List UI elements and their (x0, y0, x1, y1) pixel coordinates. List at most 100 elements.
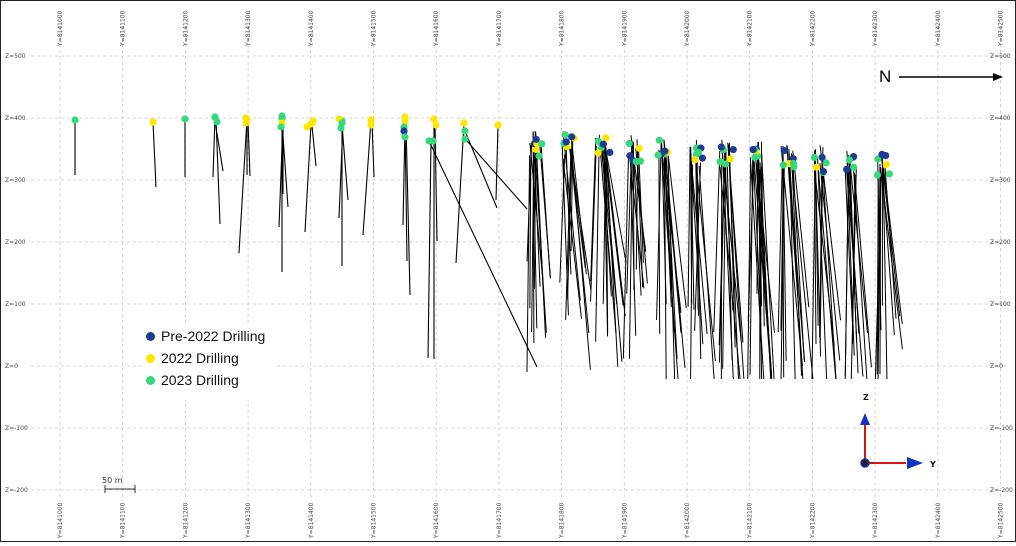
drill-collar (494, 121, 501, 128)
drill-collar (460, 119, 467, 126)
scale-label: 50 m (102, 476, 123, 485)
triad-y-label: Y (929, 460, 936, 469)
drill-trace (571, 134, 586, 274)
drill-collar (820, 168, 827, 175)
y-tick-label-bottom: Y=8141100 (120, 502, 127, 539)
drill-collar (461, 135, 468, 142)
z-tick-label-left: Z=400 (5, 115, 26, 122)
drill-collar (429, 137, 436, 144)
drill-trace (591, 146, 597, 302)
z-tick-label-right: Z=200 (990, 239, 1011, 246)
drill2023-dot-icon (146, 376, 155, 385)
legend-item-2022: 2022 Drilling (144, 347, 274, 369)
z-tick-label-left: Z=100 (5, 301, 26, 308)
triad-z-label: Z (863, 393, 869, 402)
drill-collar (883, 161, 890, 168)
drill-trace (591, 138, 596, 281)
y-tick-label-bottom: Y=8141600 (433, 502, 440, 539)
z-tick-label-right: Z=500 (990, 53, 1011, 60)
drill-collar (401, 133, 408, 140)
y-tick-label-bottom: Y=8141900 (621, 502, 628, 539)
drill-collar (538, 140, 545, 147)
drill-trace (527, 155, 530, 372)
drill-trace (428, 141, 431, 358)
drill-trace (456, 123, 464, 263)
y-tick-label-top: Y=8141500 (371, 10, 378, 47)
drill-trace (213, 117, 215, 177)
y-tick-label-bottom: Y=8142300 (872, 502, 879, 539)
drill-collar (626, 140, 633, 147)
drill-trace (305, 124, 311, 232)
drill-collar (718, 143, 725, 150)
y-tick-label-bottom: Y=8141400 (308, 502, 315, 539)
z-tick-label-right: Z=0 (990, 363, 1003, 370)
z-tick-label-left: Z=-100 (5, 425, 28, 432)
y-tick-label-top: Y=8142500 (998, 10, 1005, 47)
z-tick-label-left: Z=200 (5, 239, 26, 246)
y-tick-label-bottom: Y=8141500 (371, 502, 378, 539)
z-tick-label-right: Z=100 (990, 301, 1011, 308)
drill-trace (757, 150, 772, 379)
drill-trace (596, 135, 600, 342)
drill-collar (303, 123, 310, 130)
drill-collar (822, 159, 829, 166)
y-tick-label-top: Y=8142100 (747, 10, 754, 47)
drill-collar (636, 145, 643, 152)
legend-label-2022: 2022 Drilling (161, 350, 239, 366)
y-tick-label-top: Y=8142300 (872, 10, 879, 47)
z-tick-label-right: Z=-100 (990, 425, 1013, 432)
drill-collar (751, 154, 758, 161)
drill-collar (149, 118, 156, 125)
drill-collar (277, 123, 284, 130)
drill-collar (242, 119, 249, 126)
drill-trace (885, 166, 896, 319)
drill-collar (654, 151, 661, 158)
y-tick-label-top: Y=8141600 (433, 10, 440, 47)
drill-trace (216, 119, 220, 224)
y-tick-label-top: Y=8141700 (496, 10, 503, 47)
y-tick-label-bottom: Y=8142000 (684, 502, 691, 539)
drill-trace (820, 163, 840, 360)
y-tick-label-top: Y=8141100 (120, 10, 127, 47)
y-tick-label-bottom: Y=8142200 (809, 502, 816, 539)
drill-trace (239, 119, 247, 253)
drill-collar (595, 149, 602, 156)
axis-triad: Z Y (860, 393, 936, 469)
y-tick-label-bottom: Y=8142100 (747, 502, 754, 539)
y-tick-label-bottom: Y=8141700 (496, 502, 503, 539)
drill-collar (781, 147, 788, 154)
legend-label-2023: 2023 Drilling (161, 372, 239, 388)
north-letter: N (879, 67, 891, 87)
y-tick-label-bottom: Y=8141200 (182, 502, 189, 539)
z-tick-label-left: Z=500 (5, 53, 26, 60)
drill-trace (363, 120, 371, 235)
z-tick-label-right: Z=300 (990, 177, 1011, 184)
legend-label-pre2022: Pre-2022 Drilling (161, 328, 265, 344)
drill-collar (780, 161, 787, 168)
drill-trace (566, 149, 571, 320)
drill-collar (533, 136, 540, 143)
y-tick-label-top: Y=8141300 (245, 10, 252, 47)
drill-collar (562, 131, 569, 138)
drill-collar (811, 154, 818, 161)
drill-collar (606, 149, 613, 156)
z-tick-label-left: Z=-200 (5, 487, 28, 494)
drill-collar (461, 127, 468, 134)
legend-item-pre2022: Pre-2022 Drilling (144, 325, 274, 347)
drill-collar (790, 160, 797, 167)
drill-collar (633, 158, 640, 165)
drill-collar (874, 171, 881, 178)
drill-trace (668, 157, 675, 379)
drill-trace (570, 151, 591, 290)
drill-collar (717, 158, 724, 165)
y-tick-label-bottom: Y=8141300 (245, 502, 252, 539)
drill-trace (823, 167, 836, 379)
drill-trace (153, 122, 156, 187)
y-tick-label-bottom: Y=8141000 (57, 502, 64, 539)
drill-collar (886, 170, 893, 177)
drill-collar (843, 166, 850, 173)
drill-collar (626, 152, 633, 159)
drill-trace (688, 148, 690, 307)
z-tick-label-right: Z=400 (990, 115, 1011, 122)
